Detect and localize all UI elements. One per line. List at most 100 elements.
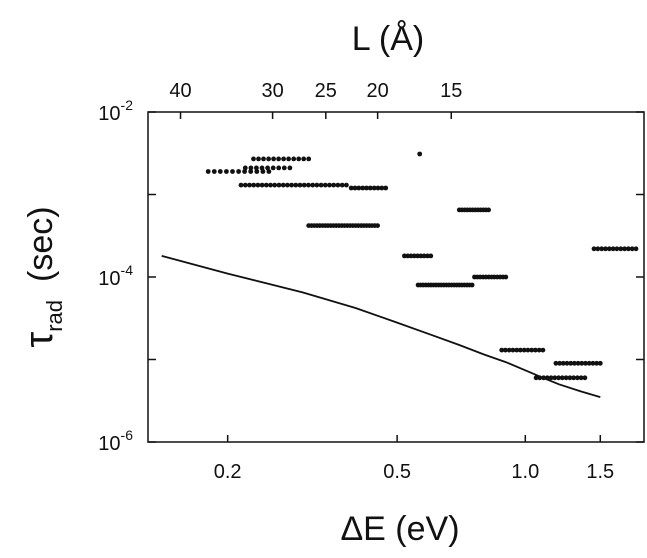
data-point: [276, 182, 282, 188]
y-axis-title: τrad (sec): [17, 206, 67, 347]
data-point: [285, 182, 290, 188]
data-point: [572, 360, 577, 366]
data-point: [486, 207, 491, 213]
data-point: [582, 375, 588, 381]
data-point: [224, 169, 229, 174]
data-point: [261, 156, 266, 162]
data-point: [254, 165, 259, 171]
data-point: [281, 165, 287, 171]
data-point: [268, 182, 273, 188]
data-point: [272, 182, 278, 188]
x-tick-label: 0.5: [383, 461, 411, 483]
top-axis-title: L (Å): [352, 20, 424, 58]
data-point: [610, 246, 616, 252]
top-tick-label: 40: [169, 80, 191, 102]
data-point: [251, 182, 257, 188]
top-tick-label: 30: [261, 80, 283, 102]
data-point: [548, 375, 554, 381]
data-point: [428, 253, 434, 259]
data-point: [564, 360, 570, 366]
data-point: [259, 165, 265, 171]
data-point: [629, 246, 635, 252]
data-point: [626, 246, 631, 252]
data-point: [276, 156, 281, 162]
data-point: [603, 246, 608, 252]
data-point: [586, 360, 592, 366]
data-point: [266, 156, 271, 162]
data-point: [552, 375, 558, 381]
data-point: [595, 246, 601, 252]
data-point: [418, 253, 424, 259]
data-point: [352, 185, 358, 191]
data-point: [633, 246, 639, 252]
data-point: [360, 185, 366, 191]
data-point: [514, 347, 520, 353]
data-point: [242, 165, 248, 171]
data-point: [540, 347, 546, 353]
data-point: [579, 360, 585, 366]
data-point: [405, 253, 411, 259]
data-point: [499, 347, 505, 353]
model-curve: [161, 255, 601, 398]
data-point: [371, 185, 377, 191]
data-point: [425, 253, 430, 259]
data-point: [622, 246, 627, 252]
data-point: [335, 182, 341, 188]
data-point: [327, 182, 332, 188]
svg-text:τrad(sec): τrad (sec): [17, 206, 67, 347]
data-point: [597, 360, 603, 366]
data-point: [211, 169, 217, 174]
data-point: [556, 375, 561, 381]
data-point: [256, 156, 261, 162]
data-point: [594, 360, 599, 366]
data-point: [560, 360, 566, 366]
data-point: [263, 182, 269, 188]
data-point: [344, 182, 349, 188]
y-axis-title-main: τ: [17, 332, 61, 348]
top-axis-ticks: 40 30 25 20 15: [169, 80, 462, 119]
data-point: [242, 182, 248, 188]
data-point: [314, 182, 320, 188]
data-point: [301, 156, 307, 162]
data-point: [356, 185, 362, 191]
y-tick-label: 10-4: [98, 262, 133, 290]
data-point: [301, 182, 307, 188]
data-point: [469, 282, 475, 288]
data-point: [503, 347, 508, 353]
data-point: [280, 182, 286, 188]
data-point: [367, 185, 373, 191]
data-point: [251, 156, 256, 162]
data-point: [318, 182, 324, 188]
data-point: [529, 347, 535, 353]
x-tick-label: 1.0: [511, 461, 539, 483]
data-point: [287, 165, 293, 171]
data-point: [266, 169, 272, 174]
data-point: [533, 375, 539, 381]
data-point: [242, 169, 248, 174]
data-point: [421, 253, 427, 259]
data-point: [503, 274, 509, 280]
x-tick-label: 0.2: [214, 461, 242, 483]
data-point: [364, 185, 369, 191]
data-point: [296, 156, 302, 162]
data-point: [254, 169, 260, 174]
data-point: [331, 182, 337, 188]
data-point: [618, 246, 624, 252]
data-point: [599, 246, 605, 252]
data-point: [205, 169, 211, 174]
data-point: [557, 360, 562, 366]
data-point: [348, 185, 354, 191]
top-tick-label: 15: [440, 80, 462, 102]
data-point: [276, 165, 282, 171]
data-point: [293, 182, 299, 188]
y-axis-ticks: 10-6 10-4 10-2: [98, 97, 644, 455]
data-point: [310, 182, 316, 188]
data-point: [506, 347, 512, 353]
data-point: [521, 347, 527, 353]
data-point: [270, 165, 276, 171]
data-point: [408, 253, 414, 259]
data-point: [575, 375, 580, 381]
top-tick-label: 25: [315, 80, 337, 102]
